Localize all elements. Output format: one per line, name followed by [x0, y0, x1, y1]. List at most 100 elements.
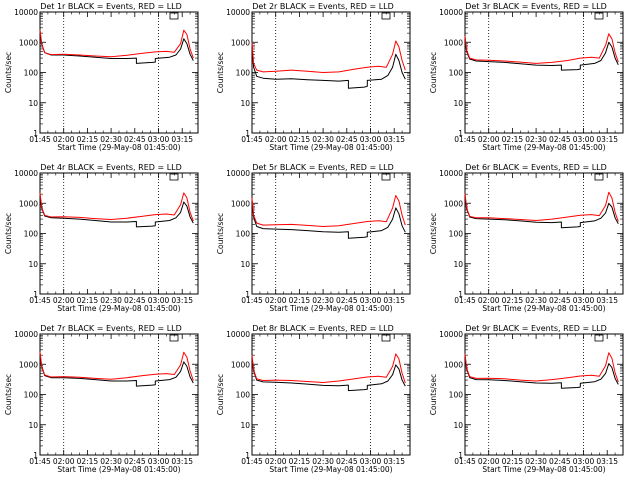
y-tick-label: 100 [236, 230, 251, 239]
lld-rate-line [39, 29, 194, 59]
x-tick-label: 02:00 [478, 296, 500, 305]
x-tick-label: 03:00 [573, 135, 595, 144]
y-tick-label: 10000 [439, 8, 463, 17]
x-tick-label: 02:15 [289, 457, 311, 466]
x-tick-label: 02:45 [124, 457, 146, 466]
x-tick-label: 02:45 [336, 296, 358, 305]
y-tick-label: 10 [453, 99, 463, 108]
chart-panel: Det 6r BLACK = Events, RED = LLD 1 10 100 10… [429, 163, 624, 313]
x-tick-label: 02:15 [77, 296, 99, 305]
x-tick-label: 03:15 [171, 457, 193, 466]
x-tick-label: 02:30 [100, 296, 122, 305]
y-tick-label: 1000 [231, 199, 250, 208]
events-rate-line [464, 355, 619, 389]
chart-panel: Det 3r BLACK = Events, RED = LLD 1 10 100 10… [429, 2, 624, 152]
x-tick-label: 01:45 [241, 296, 263, 305]
x-tick-label: 02:45 [549, 296, 571, 305]
y-tick-label: 100 [449, 69, 464, 78]
x-tick-label: 02:30 [100, 457, 122, 466]
x-tick-label: 01:45 [241, 457, 263, 466]
y-tick-label: 1 [33, 451, 38, 460]
y-tick-label: 10000 [226, 169, 250, 178]
x-tick-label: 02:00 [53, 457, 75, 466]
x-tick-label: 02:45 [124, 296, 146, 305]
x-tick-label: 02:45 [336, 457, 358, 466]
x-axis-label: Start Time (29-May-08 01:45:00) [269, 143, 392, 152]
y-axis-label: Counts/sec [216, 52, 225, 93]
x-tick-label: 03:15 [171, 135, 193, 144]
x-tick-label: 02:00 [53, 135, 75, 144]
lld-rate-line [251, 195, 406, 227]
x-tick-label: 02:30 [525, 296, 547, 305]
events-rate-line [39, 352, 194, 387]
y-tick-label: 100 [236, 69, 251, 78]
x-tick-label: 03:15 [596, 457, 618, 466]
y-tick-label: 10 [28, 260, 38, 269]
x-tick-label: 03:15 [596, 135, 618, 144]
x-tick-label: 03:15 [383, 296, 405, 305]
x-tick-label: 02:15 [289, 296, 311, 305]
chart-panel: Det 2r BLACK = Events, RED = LLD 1 10 100 10… [216, 2, 411, 152]
x-tick-label: 02:30 [100, 135, 122, 144]
y-tick-label: 1 [245, 129, 250, 138]
y-tick-label: 1 [245, 451, 250, 460]
x-tick-label: 01:45 [29, 135, 51, 144]
y-tick-label: 100 [24, 230, 39, 239]
y-tick-label: 10 [240, 260, 250, 269]
x-tick-label: 01:45 [29, 457, 51, 466]
y-tick-label: 1000 [444, 38, 463, 47]
x-axis-label: Start Time (29-May-08 01:45:00) [57, 465, 180, 474]
events-rate-line [251, 200, 406, 239]
y-tick-label: 10000 [14, 8, 38, 17]
chart-panel: Det 1r BLACK = Events, RED = LLD 1 10 100 10… [4, 2, 199, 152]
y-tick-label: 1 [245, 290, 250, 299]
chart-panel: Det 5r BLACK = Events, RED = LLD 1 10 100 10… [216, 163, 411, 313]
chart-title: Det 8r BLACK = Events, RED = LLD [252, 324, 394, 333]
y-tick-label: 1000 [19, 360, 38, 369]
y-tick-label: 10 [453, 260, 463, 269]
y-axis-label: Counts/sec [429, 213, 438, 254]
x-tick-label: 03:00 [148, 296, 170, 305]
x-tick-label: 02:15 [77, 135, 99, 144]
y-tick-label: 100 [449, 230, 464, 239]
y-tick-label: 10000 [439, 330, 463, 339]
chart-title: Det 6r BLACK = Events, RED = LLD [465, 163, 607, 172]
x-tick-label: 01:45 [454, 296, 476, 305]
y-tick-label: 1 [458, 129, 463, 138]
y-tick-label: 10 [240, 99, 250, 108]
x-tick-label: 01:45 [454, 135, 476, 144]
events-rate-line [39, 30, 194, 64]
chart-panel: Det 7r BLACK = Events, RED = LLD 1 10 100 10… [4, 324, 199, 474]
y-tick-label: 10 [240, 421, 250, 430]
lld-rate-line [464, 33, 619, 64]
y-axis-label: Counts/sec [4, 213, 13, 254]
y-tick-label: 1000 [444, 360, 463, 369]
events-rate-line [464, 36, 619, 71]
x-tick-label: 03:00 [148, 457, 170, 466]
x-tick-label: 02:15 [502, 457, 524, 466]
lld-rate-line [39, 351, 194, 381]
x-tick-label: 02:15 [77, 457, 99, 466]
y-tick-label: 1000 [19, 38, 38, 47]
y-axis-label: Counts/sec [216, 374, 225, 415]
x-tick-label: 02:15 [502, 135, 524, 144]
y-tick-label: 10000 [439, 169, 463, 178]
x-tick-label: 02:15 [502, 296, 524, 305]
y-tick-label: 10000 [14, 330, 38, 339]
x-axis-label: Start Time (29-May-08 01:45:00) [482, 304, 605, 313]
lld-rate-line [39, 192, 194, 222]
chart-panel: Det 9r BLACK = Events, RED = LLD 1 10 100 10… [429, 324, 624, 474]
x-axis-label: Start Time (29-May-08 01:45:00) [482, 143, 605, 152]
x-tick-label: 03:00 [573, 457, 595, 466]
x-tick-label: 03:00 [360, 135, 382, 144]
x-axis-label: Start Time (29-May-08 01:45:00) [57, 304, 180, 313]
x-tick-label: 02:45 [336, 135, 358, 144]
x-tick-label: 01:45 [29, 296, 51, 305]
x-tick-label: 01:45 [241, 135, 263, 144]
lld-rate-line [251, 353, 406, 384]
y-tick-label: 1000 [231, 360, 250, 369]
x-tick-label: 02:00 [478, 457, 500, 466]
y-axis-label: Counts/sec [4, 52, 13, 93]
y-tick-label: 10000 [14, 169, 38, 178]
